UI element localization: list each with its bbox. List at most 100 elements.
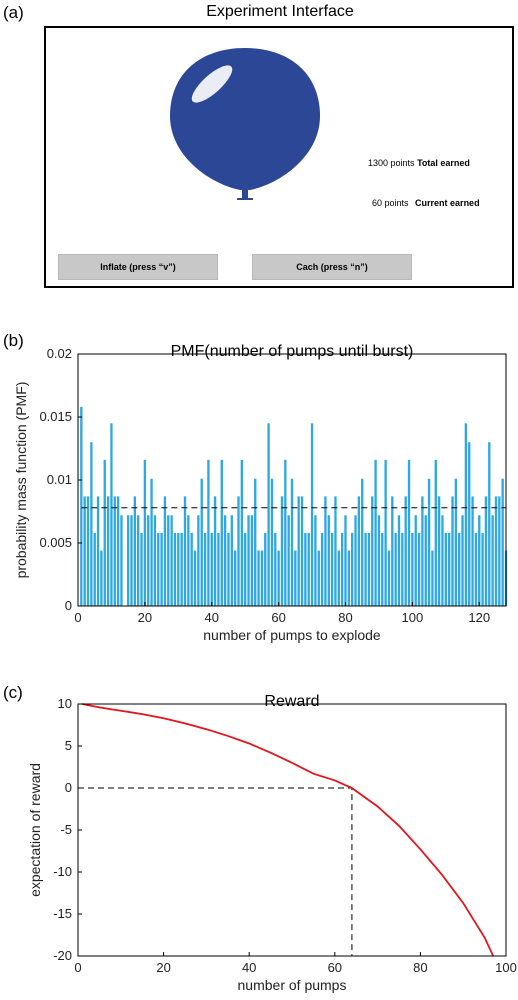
pmf-bar bbox=[137, 515, 140, 606]
pmf-y-tick-label: 0.02 bbox=[47, 346, 72, 361]
pmf-bar bbox=[126, 515, 130, 606]
current-earned-stat: 60 points Current earned bbox=[372, 198, 480, 208]
pmf-bar bbox=[80, 406, 83, 606]
pmf-bar bbox=[100, 550, 103, 606]
pmf-x-tick-label: 120 bbox=[468, 610, 490, 625]
pmf-bar bbox=[361, 478, 364, 606]
reward-y-tick-label: 10 bbox=[58, 696, 72, 711]
pmf-chart-title: PMF(number of pumps until burst) bbox=[171, 343, 414, 360]
pmf-bar bbox=[454, 478, 458, 606]
pmf-bar bbox=[133, 496, 137, 606]
reward-x-tick-label: 40 bbox=[242, 960, 256, 975]
pmf-bar bbox=[461, 515, 464, 606]
reward-y-tick-label: -20 bbox=[53, 948, 72, 963]
pmf-bar bbox=[207, 459, 210, 606]
pmf-bar bbox=[367, 532, 371, 606]
cash-button[interactable]: Cach (press “n”) bbox=[252, 254, 412, 280]
reward-x-tick-label: 60 bbox=[328, 960, 342, 975]
pmf-bar bbox=[160, 532, 163, 606]
pmf-bar bbox=[314, 515, 317, 606]
pmf-bar bbox=[334, 496, 337, 606]
reward-y-tick-label: 5 bbox=[65, 738, 72, 753]
panel-a-label: (a) bbox=[3, 3, 24, 22]
pmf-bar bbox=[113, 496, 116, 606]
pmf-bar bbox=[170, 515, 173, 606]
pmf-bar bbox=[357, 496, 361, 606]
pmf-bar bbox=[267, 423, 270, 606]
pmf-bar bbox=[377, 515, 381, 606]
current-earned-label: Current earned bbox=[415, 198, 480, 208]
pmf-bar bbox=[401, 532, 404, 606]
pmf-chart: PMF(number of pumps until burst) 0 20 40 60 8… bbox=[13, 343, 508, 643]
inflate-button[interactable]: Inflate (press “v”) bbox=[58, 254, 218, 280]
pmf-bar bbox=[210, 532, 213, 606]
pmf-bar bbox=[193, 550, 197, 606]
pmf-bar bbox=[183, 496, 187, 606]
pmf-y-tick-label: 0 bbox=[65, 598, 72, 613]
pmf-bar bbox=[421, 496, 424, 606]
pmf-bar bbox=[307, 532, 310, 606]
pmf-bar bbox=[217, 532, 220, 606]
pmf-bar bbox=[297, 496, 300, 606]
pmf-bar bbox=[417, 532, 421, 606]
total-earned-value: 1300 points bbox=[368, 158, 415, 168]
pmf-bar bbox=[197, 515, 200, 606]
pmf-bar bbox=[153, 515, 157, 606]
pmf-bar bbox=[223, 515, 227, 606]
pmf-bar bbox=[427, 478, 431, 606]
pmf-bar bbox=[300, 496, 304, 606]
reward-x-tick-label: 20 bbox=[156, 960, 170, 975]
pmf-bar bbox=[240, 459, 244, 606]
reward-x-tick-label: 100 bbox=[495, 960, 517, 975]
pmf-y-tick-label: 0.015 bbox=[39, 409, 72, 424]
pmf-y-tick-label: 0.01 bbox=[47, 472, 72, 487]
current-earned-value: 60 points bbox=[372, 198, 409, 208]
pmf-bar bbox=[220, 459, 223, 606]
pmf-x-tick-label: 80 bbox=[338, 610, 352, 625]
pmf-bar bbox=[441, 515, 444, 606]
pmf-bar bbox=[86, 496, 90, 606]
reward-curve bbox=[82, 703, 494, 957]
pmf-bar bbox=[374, 459, 377, 606]
pmf-bar bbox=[250, 515, 254, 606]
pmf-x-tick-label: 20 bbox=[138, 610, 152, 625]
reward-x-tick-label: 0 bbox=[74, 960, 81, 975]
panel-b-label: (b) bbox=[3, 331, 24, 350]
pmf-bar bbox=[458, 532, 461, 606]
pmf-bar bbox=[330, 532, 334, 606]
pmf-bar bbox=[93, 532, 96, 606]
pmf-bar bbox=[294, 550, 297, 606]
pmf-bar bbox=[474, 532, 478, 606]
pmf-bar bbox=[437, 496, 441, 606]
pmf-bar bbox=[488, 442, 491, 606]
pmf-x-tick-label: 100 bbox=[402, 610, 424, 625]
pmf-bar bbox=[83, 496, 86, 606]
pmf-bar bbox=[484, 496, 488, 606]
pmf-bar bbox=[130, 515, 133, 606]
reward-y-tick-label: -10 bbox=[53, 864, 72, 879]
pmf-bar bbox=[244, 532, 247, 606]
pmf-bar bbox=[150, 478, 153, 606]
pmf-bar bbox=[424, 515, 427, 606]
pmf-bar bbox=[411, 532, 414, 606]
pmf-x-tick-label: 0 bbox=[74, 610, 81, 625]
pmf-bar bbox=[491, 515, 494, 606]
panel-c-label: (c) bbox=[3, 683, 23, 702]
pmf-bar bbox=[213, 496, 217, 606]
pmf-bar bbox=[290, 478, 294, 606]
pmf-x-tick-label: 60 bbox=[271, 610, 285, 625]
balloon-icon[interactable] bbox=[160, 44, 330, 214]
pmf-bar bbox=[371, 496, 374, 606]
pmf-bar bbox=[173, 532, 177, 606]
pmf-bar bbox=[494, 496, 498, 606]
pmf-bar bbox=[96, 496, 100, 606]
pmf-bar bbox=[143, 459, 147, 606]
pmf-bar bbox=[274, 532, 277, 606]
pmf-bar bbox=[347, 550, 351, 606]
experiment-interface-frame: 1300 points Total earned 60 points Curre… bbox=[44, 26, 514, 288]
total-earned-label: Total earned bbox=[417, 158, 470, 168]
reward-axes-box bbox=[77, 703, 507, 957]
pmf-bar bbox=[277, 550, 280, 606]
pmf-bar bbox=[407, 459, 411, 606]
pmf-x-axis-label: number of pumps to explode bbox=[203, 627, 381, 643]
